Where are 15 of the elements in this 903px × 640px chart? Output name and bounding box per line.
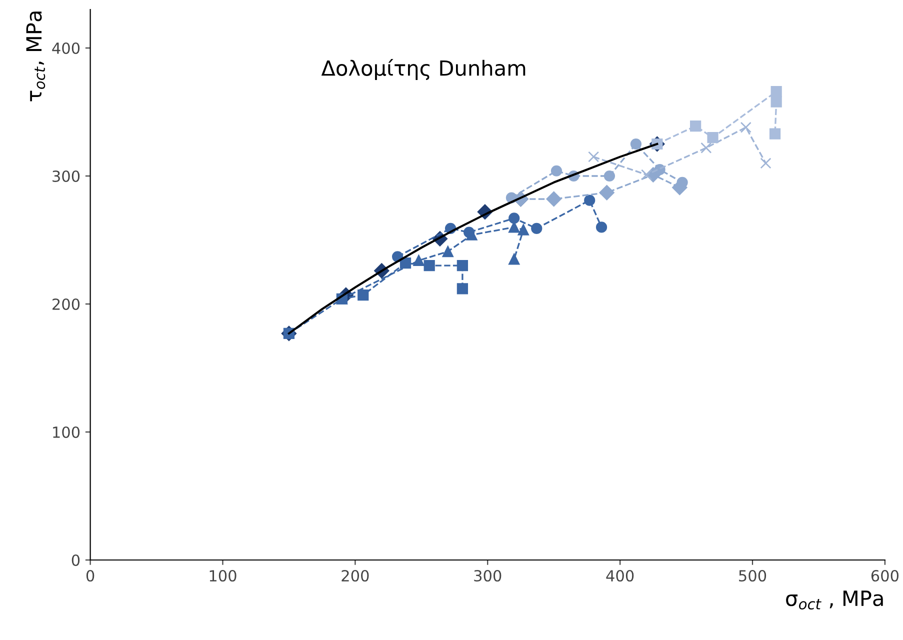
x-tick-label: 0 (86, 570, 94, 582)
x-tick-label: 300 (474, 570, 502, 582)
x-axis-title: σ$_{oct}$ , MPa (786, 590, 883, 610)
y-tick-label: 300 (52, 170, 80, 182)
y-tick-label: 200 (52, 298, 80, 310)
y-tick-label: 0 (72, 554, 80, 566)
x-tick-label: 600 (871, 570, 899, 582)
x-tick-label: 400 (606, 570, 634, 582)
x-tick-label: 200 (342, 570, 369, 582)
y-axis-title: τ$_{oct}$, MPa (26, 12, 46, 102)
y-tick-label: 400 (52, 42, 80, 54)
y-tick-label: 100 (53, 426, 80, 438)
x-tick-label: 100 (210, 570, 236, 582)
x-tick-label: 500 (739, 570, 766, 582)
text: Δολομίτης Dunham (321, 58, 526, 80)
